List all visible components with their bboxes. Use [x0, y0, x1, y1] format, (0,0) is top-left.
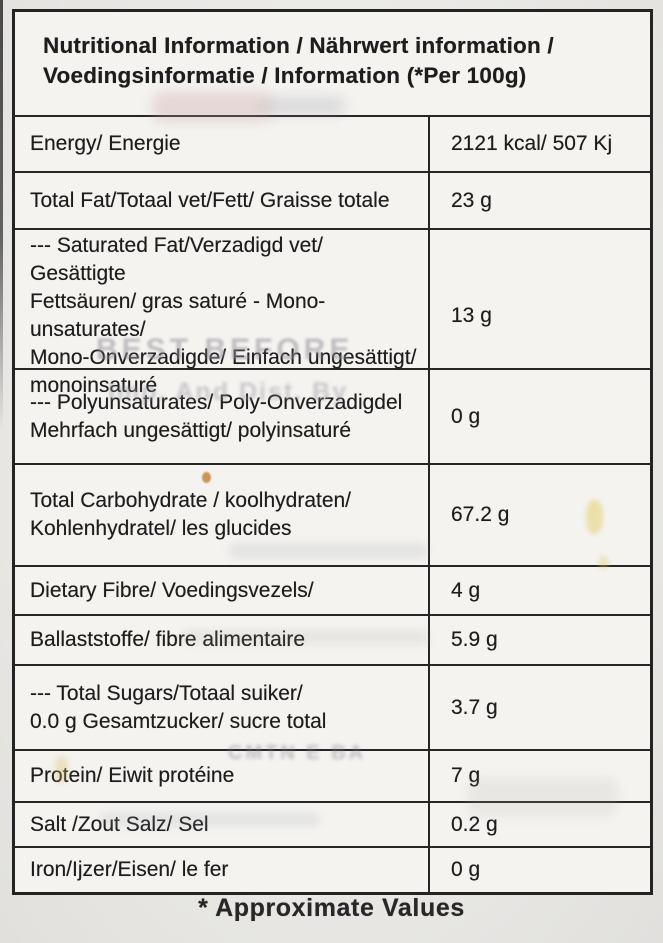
table-row-total-sugars: --- Total Sugars/Totaal suiker/ 0.0 g Ge…	[15, 666, 650, 751]
nutrient-value: 0 g	[451, 858, 481, 881]
table-row-saturated-fat: --- Saturated Fat/Verzadigd vet/ Gesätti…	[15, 230, 650, 402]
table-row-dietary-fibre: Dietary Fibre/ Voedingsvezels/ 4 g	[15, 567, 650, 616]
table-row-ballaststoffe: Ballaststoffe/ fibre alimentaire 5.9 g	[15, 616, 650, 666]
nutrient-value: 5.9 g	[451, 628, 498, 651]
table-row-energy: Energy/ Energie 2121 kcal/ 507 Kj	[15, 117, 650, 173]
table-row-protein: Protein/ Eiwit protéine 7 g	[15, 751, 650, 803]
nutrient-label: Total Fat/Totaal vet/Fett/ Graisse total…	[15, 173, 430, 228]
photo-edge-shadow	[0, 0, 3, 430]
nutrition-table: Nutritional Information / Nährwert infor…	[12, 9, 653, 895]
nutrient-value: 23 g	[451, 188, 492, 212]
nutrient-label: --- Saturated Fat/Verzadigd vet/ Gesätti…	[15, 230, 430, 402]
nutrient-value: 0.2 g	[451, 812, 498, 836]
nutrient-value: 2121 kcal/ 507 Kj	[451, 132, 613, 155]
nutrient-label: Total Carbohydrate / koolhydraten/ Kohle…	[15, 465, 430, 565]
nutrient-label: Iron/Ijzer/Eisen/ le fer	[15, 848, 430, 892]
nutrient-value: 67.2 g	[451, 503, 510, 526]
approximate-values-note: * Approximate Values	[198, 894, 465, 922]
table-title: Nutritional Information / Nährwert infor…	[15, 12, 650, 117]
nutrient-label: Protein/ Eiwit protéine	[15, 751, 430, 801]
nutrient-value: 4 g	[451, 578, 481, 602]
table-row-polyunsaturates: --- Polyunsaturates/ Poly-Onverzadigdel …	[15, 370, 650, 465]
nutrient-value: 0 g	[451, 404, 481, 428]
nutrient-label: --- Total Sugars/Totaal suiker/ 0.0 g Ge…	[15, 666, 430, 749]
nutrient-value: 13 g	[451, 304, 492, 327]
nutrient-label: --- Polyunsaturates/ Poly-Onverzadigdel …	[15, 370, 430, 463]
table-row-total-fat: Total Fat/Totaal vet/Fett/ Graisse total…	[15, 173, 650, 230]
nutrient-value: 3.7 g	[451, 695, 498, 719]
nutrient-label: Dietary Fibre/ Voedingsvezels/	[15, 567, 430, 614]
nutrient-label: Salt /Zout Salz/ Sel	[15, 803, 430, 846]
nutrient-label: Energy/ Energie	[15, 117, 430, 171]
table-row-carbohydrate: Total Carbohydrate / koolhydraten/ Kohle…	[15, 465, 650, 567]
table-row-iron: Iron/Ijzer/Eisen/ le fer 0 g	[15, 848, 650, 892]
table-row-salt: Salt /Zout Salz/ Sel 0.2 g	[15, 803, 650, 848]
nutrient-label: Ballaststoffe/ fibre alimentaire	[15, 616, 430, 664]
nutrient-value: 7 g	[451, 764, 481, 787]
